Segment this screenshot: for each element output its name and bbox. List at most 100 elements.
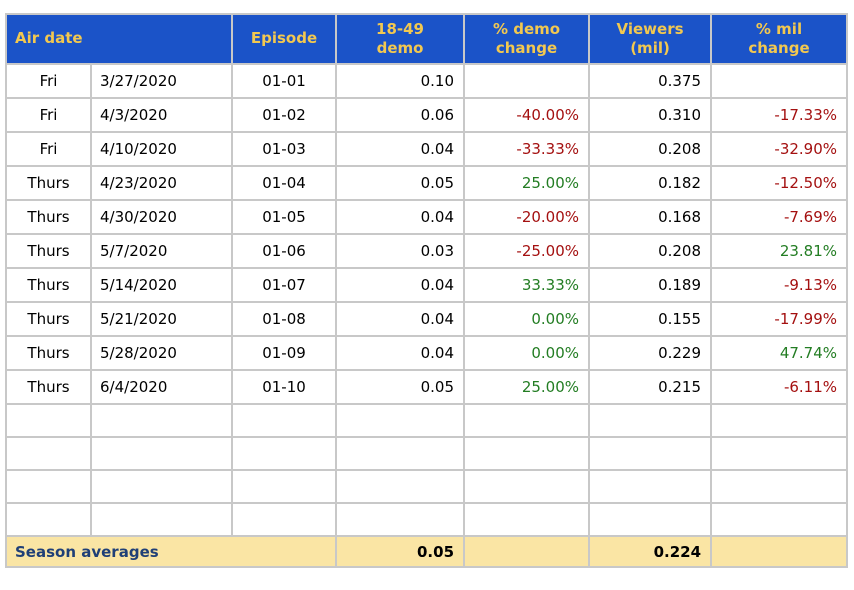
cell-demo: 0.04: [335, 199, 466, 235]
cell-date: 6/4/2020: [89, 369, 234, 405]
header-air-date: Air date: [4, 13, 234, 65]
cell-episode: 01-06: [231, 233, 338, 269]
season-ratings-table: Air date Episode 18-49 demo % demo chang…: [4, 13, 849, 568]
cell-demo-change: [463, 63, 591, 99]
cell-demo-change: -33.33%: [463, 131, 591, 167]
empty-cell: [5, 436, 92, 471]
cell-day: Thurs: [5, 301, 92, 337]
cell-demo-change: 0.00%: [463, 301, 591, 337]
cell-date: 5/14/2020: [89, 267, 234, 303]
cell-day: Thurs: [5, 335, 92, 371]
cell-date: 4/23/2020: [89, 165, 234, 201]
season-average-viewers: 0.224: [588, 535, 713, 568]
ratings-table-container: Air date Episode 18-49 demo % demo chang…: [4, 13, 849, 568]
empty-cell: [710, 403, 849, 438]
empty-cell: [463, 502, 591, 537]
cell-viewers: 0.168: [588, 199, 713, 235]
cell-demo: 0.10: [335, 63, 466, 99]
table-row: Thurs 5/28/2020 01-09 0.04 0.00% 0.229 4…: [5, 335, 849, 371]
empty-cell: [231, 469, 338, 504]
empty-cell: [710, 469, 849, 504]
season-average-demo-change-empty: [463, 535, 591, 568]
cell-date: 5/28/2020: [89, 335, 234, 371]
cell-viewers: 0.215: [588, 369, 713, 405]
cell-day: Thurs: [5, 199, 92, 235]
cell-episode: 01-02: [231, 97, 338, 133]
cell-date: 5/7/2020: [89, 233, 234, 269]
cell-day: Fri: [5, 131, 92, 167]
cell-mil-change: -7.69%: [710, 199, 849, 235]
cell-demo: 0.03: [335, 233, 466, 269]
cell-date: 4/3/2020: [89, 97, 234, 133]
cell-mil-change: -12.50%: [710, 165, 849, 201]
empty-cell: [588, 403, 713, 438]
table-row: Thurs 6/4/2020 01-10 0.05 25.00% 0.215 -…: [5, 369, 849, 405]
table-row: Fri 4/3/2020 01-02 0.06 -40.00% 0.310 -1…: [5, 97, 849, 133]
cell-demo: 0.04: [335, 301, 466, 337]
cell-demo-change: 25.00%: [463, 369, 591, 405]
empty-cell: [89, 502, 234, 537]
cell-date: 4/10/2020: [89, 131, 234, 167]
header-demo: 18-49 demo: [335, 13, 466, 65]
cell-demo-change: -40.00%: [463, 97, 591, 133]
empty-row: [5, 502, 849, 537]
table-row: Fri 3/27/2020 01-01 0.10 0.375: [5, 63, 849, 99]
cell-day: Thurs: [5, 165, 92, 201]
cell-viewers: 0.375: [588, 63, 713, 99]
header-row: Air date Episode 18-49 demo % demo chang…: [4, 13, 849, 65]
cell-episode: 01-04: [231, 165, 338, 201]
empty-cell: [463, 403, 591, 438]
cell-demo-change: -20.00%: [463, 199, 591, 235]
empty-cell: [710, 436, 849, 471]
empty-row: [5, 403, 849, 438]
cell-viewers: 0.155: [588, 301, 713, 337]
empty-cell: [231, 403, 338, 438]
cell-viewers: 0.182: [588, 165, 713, 201]
table-row: Thurs 4/23/2020 01-04 0.05 25.00% 0.182 …: [5, 165, 849, 201]
empty-cell: [335, 469, 466, 504]
empty-cell: [89, 469, 234, 504]
cell-demo: 0.04: [335, 335, 466, 371]
cell-date: 3/27/2020: [89, 63, 234, 99]
cell-day: Fri: [5, 63, 92, 99]
season-averages-row: Season averages 0.05 0.224: [4, 535, 849, 568]
season-average-demo: 0.05: [335, 535, 466, 568]
cell-episode: 01-03: [231, 131, 338, 167]
cell-demo: 0.04: [335, 131, 466, 167]
cell-demo-change: 25.00%: [463, 165, 591, 201]
header-viewers: Viewers (mil): [588, 13, 713, 65]
season-average-mil-change-empty: [710, 535, 849, 568]
table-row: Thurs 4/30/2020 01-05 0.04 -20.00% 0.168…: [5, 199, 849, 235]
cell-mil-change: 23.81%: [710, 233, 849, 269]
empty-cell: [231, 502, 338, 537]
season-averages-label: Season averages: [4, 535, 338, 568]
empty-cell: [335, 436, 466, 471]
cell-demo-change: 0.00%: [463, 335, 591, 371]
cell-mil-change: -6.11%: [710, 369, 849, 405]
empty-row: [5, 469, 849, 504]
cell-mil-change: -17.33%: [710, 97, 849, 133]
cell-episode: 01-05: [231, 199, 338, 235]
cell-mil-change: -32.90%: [710, 131, 849, 167]
cell-episode: 01-07: [231, 267, 338, 303]
table-body: Fri 3/27/2020 01-01 0.10 0.375 Fri 4/3/2…: [5, 63, 849, 537]
cell-viewers: 0.310: [588, 97, 713, 133]
cell-viewers: 0.229: [588, 335, 713, 371]
empty-cell: [463, 436, 591, 471]
header-episode: Episode: [231, 13, 338, 65]
cell-demo: 0.05: [335, 165, 466, 201]
cell-demo-change: 33.33%: [463, 267, 591, 303]
empty-cell: [588, 469, 713, 504]
cell-demo-change: -25.00%: [463, 233, 591, 269]
table-row: Thurs 5/7/2020 01-06 0.03 -25.00% 0.208 …: [5, 233, 849, 269]
cell-episode: 01-01: [231, 63, 338, 99]
empty-cell: [335, 403, 466, 438]
cell-episode: 01-08: [231, 301, 338, 337]
cell-mil-change: -9.13%: [710, 267, 849, 303]
empty-cell: [5, 403, 92, 438]
empty-cell: [710, 502, 849, 537]
header-mil-change: % mil change: [710, 13, 849, 65]
cell-demo: 0.04: [335, 267, 466, 303]
cell-mil-change: [710, 63, 849, 99]
empty-cell: [5, 469, 92, 504]
